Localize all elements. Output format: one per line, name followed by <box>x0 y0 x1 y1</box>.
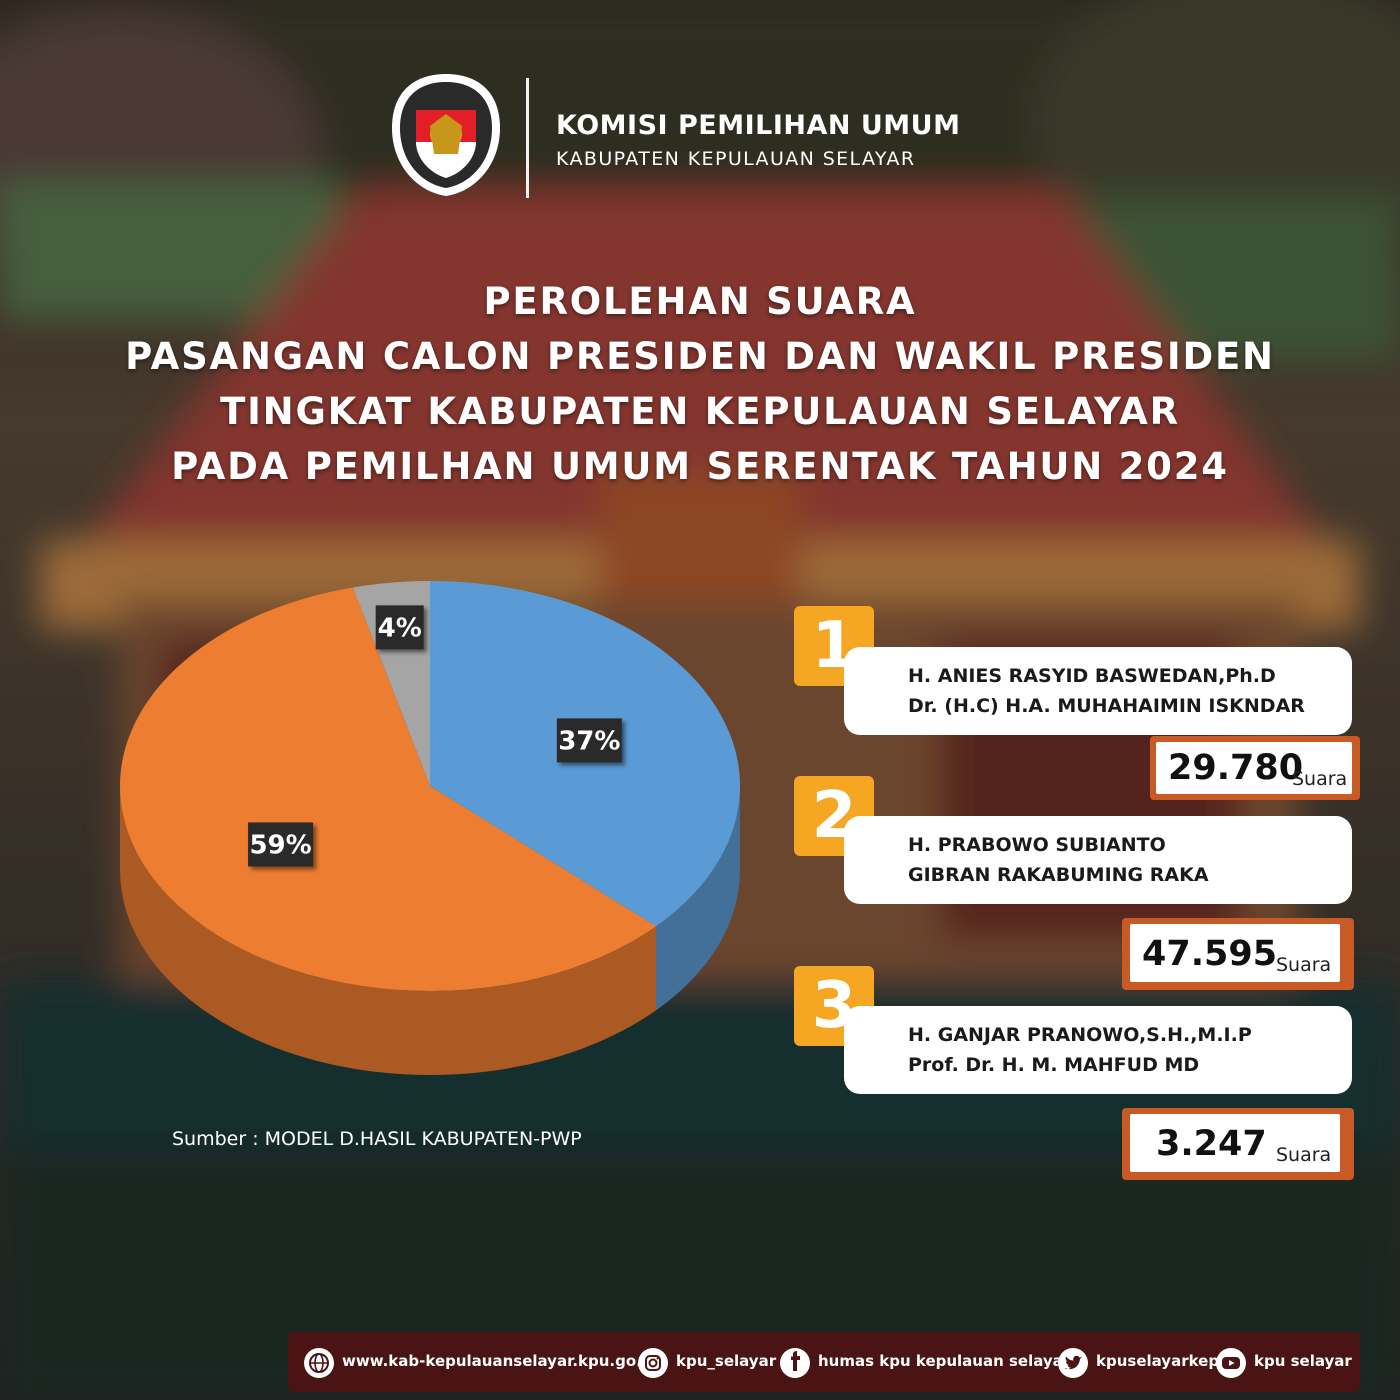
candidate-1-vote-unit: Suara <box>1292 768 1348 790</box>
facebook-icon <box>780 1348 810 1378</box>
footer-bar <box>288 1332 1360 1392</box>
pie-label-text-2: 59% <box>249 830 311 860</box>
candidate-1-name-card: H. ANIES RASYID BASWEDAN,Ph.D Dr. (H.C) … <box>844 647 1352 735</box>
candidate-3-votes: 3.247 <box>1156 1124 1267 1164</box>
candidate-2-vote-unit: Suara <box>1276 954 1332 976</box>
youtube-icon <box>1216 1348 1246 1378</box>
footer-instagram[interactable]: kpu_selayar <box>676 1352 777 1370</box>
pie-chart: 37% 59% 4% <box>120 581 740 1075</box>
pie-label-3: 4% <box>375 605 424 650</box>
candidate-2-votes: 47.595 <box>1142 934 1278 974</box>
pie-slice-side-2 <box>120 786 656 1075</box>
title-line-1: PEROLEHAN SUARA <box>483 280 917 323</box>
candidate-2-vice-president: GIBRAN RAKABUMING RAKA <box>908 864 1209 886</box>
candidate-2-president: H. PRABOWO SUBIANTO <box>908 834 1166 856</box>
candidate-3-name-card: H. GANJAR PRANOWO,S.H.,M.I.P Prof. Dr. H… <box>844 1006 1352 1094</box>
header-divider <box>526 78 529 198</box>
candidate-3-vote-unit: Suara <box>1276 1144 1332 1166</box>
candidate-1-vote-box: 29.780 Suara <box>1154 740 1354 796</box>
twitter-icon <box>1058 1348 1088 1378</box>
pie-label-text-3: 4% <box>378 613 422 643</box>
candidate-2-name-card: H. PRABOWO SUBIANTO GIBRAN RAKABUMING RA… <box>844 816 1352 904</box>
pie-label-box-1 <box>556 718 622 763</box>
source-note: Sumber : MODEL D.HASIL KABUPATEN-PWP <box>172 1128 582 1150</box>
title-line-4: PADA PEMILHAN UMUM SERENTAK TAHUN 2024 <box>171 445 1229 488</box>
footer-facebook[interactable]: humas kpu kepulauan selayar <box>818 1352 1071 1370</box>
pie-label-box-3 <box>375 605 424 650</box>
org-subtitle: KABUPATEN KEPULAUAN SELAYAR <box>556 148 916 170</box>
pie-label-text-1: 37% <box>558 726 620 756</box>
title-line-3: TINGKAT KABUPATEN KEPULAUAN SELAYAR <box>220 390 1180 433</box>
candidate-2-vote-box: 47.595 Suara <box>1128 922 1342 984</box>
pie-slice-2 <box>120 587 656 991</box>
candidate-1-president: H. ANIES RASYID BASWEDAN,Ph.D <box>908 665 1276 687</box>
candidate-1-vice-president: Dr. (H.C) H.A. MUHAHAIMIN ISKNDAR <box>908 695 1305 717</box>
pie-depth-sides <box>120 786 740 1075</box>
footer-website[interactable]: www.kab-kepulauanselayar.kpu.go.id <box>342 1352 658 1370</box>
candidate-1-votes: 29.780 <box>1168 748 1304 788</box>
pie-label-2: 59% <box>248 822 314 867</box>
page-title: PEROLEHAN SUARA PASANGAN CALON PRESIDEN … <box>0 276 1400 496</box>
pie-labels: 37% 59% 4% <box>248 605 622 867</box>
pie-label-1: 37% <box>556 718 622 763</box>
pie-slices <box>120 581 740 991</box>
pie-slice-side-1 <box>655 786 740 1011</box>
candidate-3-vote-box: 3.247 Suara <box>1128 1112 1342 1174</box>
kpu-logo <box>392 74 500 196</box>
footer-twitter[interactable]: kpuselayarkep <box>1096 1352 1220 1370</box>
org-name: KOMISI PEMILIHAN UMUM <box>556 110 961 141</box>
globe-icon <box>304 1348 334 1378</box>
candidate-3-president: H. GANJAR PRANOWO,S.H.,M.I.P <box>908 1024 1252 1046</box>
title-line-2: PASANGAN CALON PRESIDEN DAN WAKIL PRESID… <box>125 335 1275 378</box>
instagram-icon <box>638 1348 668 1378</box>
candidate-3-vice-president: Prof. Dr. H. M. MAHFUD MD <box>908 1054 1200 1076</box>
footer-youtube[interactable]: kpu selayar <box>1254 1352 1352 1370</box>
pie-label-box-2 <box>248 822 314 867</box>
